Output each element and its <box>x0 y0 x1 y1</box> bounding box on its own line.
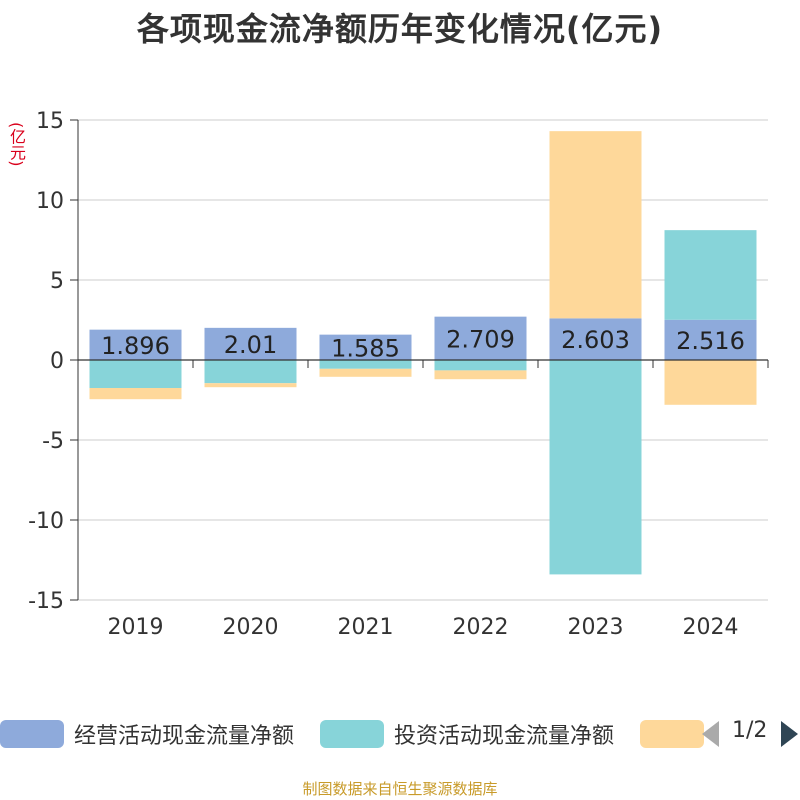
bar-2022-series-1 <box>434 360 527 371</box>
bar-2020-series-0 <box>204 327 297 360</box>
x-tick-label: 2020 <box>223 615 279 640</box>
bar-2019-series-1 <box>89 360 182 388</box>
data-label: 1.896 <box>101 332 170 360</box>
legend-pager: 1/2 <box>698 712 800 756</box>
y-tick-label: 0 <box>50 349 64 374</box>
legend: 经营活动现金流量净额 投资活动现金流量净额 <box>0 712 800 756</box>
bar-2022-series-0 <box>434 316 527 360</box>
x-tick-label: 2023 <box>568 615 624 640</box>
chart-title: 各项现金流净额历年变化情况(亿元) <box>136 10 664 48</box>
bar-2021-series-2 <box>319 368 412 377</box>
bar-2024-series-1 <box>664 230 757 320</box>
legend-swatch-operating <box>0 720 64 748</box>
y-tick-label: 10 <box>36 189 64 214</box>
legend-item-third-series[interactable] <box>640 712 714 756</box>
legend-swatch-third-series <box>640 720 704 748</box>
legend-label-operating: 经营活动现金流量净额 <box>74 724 295 749</box>
y-tick-label: -15 <box>28 589 64 614</box>
legend-item-investing[interactable]: 投资活动现金流量净额 <box>320 712 614 756</box>
legend-prev-page-icon[interactable] <box>702 721 719 747</box>
data-label: 2.709 <box>446 325 515 353</box>
y-tick-label: -5 <box>42 429 64 454</box>
data-label: 2.01 <box>224 331 277 359</box>
bar-2021-series-0 <box>319 334 412 360</box>
legend-page-indicator: 1/2 <box>732 718 768 743</box>
y-tick-label: 5 <box>50 269 64 294</box>
x-tick-label: 2019 <box>108 615 164 640</box>
bar-2019-series-0 <box>89 329 182 360</box>
y-tick-label: -10 <box>28 509 64 534</box>
data-source-footer: 制图数据来自恒生聚源数据库 <box>302 780 498 798</box>
data-label: 2.516 <box>676 327 745 355</box>
legend-next-page-icon[interactable] <box>781 721 798 747</box>
legend-item-operating[interactable]: 经营活动现金流量净额 <box>0 712 294 756</box>
bar-2020-series-1 <box>204 360 297 384</box>
y-axis-unit: (亿元) <box>7 122 26 167</box>
legend-label-investing: 投资活动现金流量净额 <box>394 724 615 749</box>
x-tick-label: 2021 <box>338 615 394 640</box>
bar-2020-series-2 <box>204 383 297 388</box>
bar-2022-series-2 <box>434 370 527 380</box>
bar-2023-series-0 <box>549 318 642 360</box>
x-tick-label: 2024 <box>683 615 739 640</box>
bar-chart: 15 10 5 0 -5 -10 -15 1.896 2.01 1.585 2.709 2.603 2.… <box>28 109 769 640</box>
bar-2024-series-0 <box>664 319 757 360</box>
bar-2021-series-1 <box>319 360 412 369</box>
bar-2024-series-2 <box>664 360 757 405</box>
bar-2023-series-2 <box>549 131 642 319</box>
data-label: 2.603 <box>561 326 630 354</box>
bar-2019-series-2 <box>89 388 182 400</box>
data-label: 1.585 <box>331 334 400 362</box>
y-tick-label: 15 <box>36 109 64 134</box>
x-tick-label: 2022 <box>453 615 509 640</box>
bar-2023-series-1 <box>549 360 642 575</box>
legend-swatch-investing <box>320 720 384 748</box>
